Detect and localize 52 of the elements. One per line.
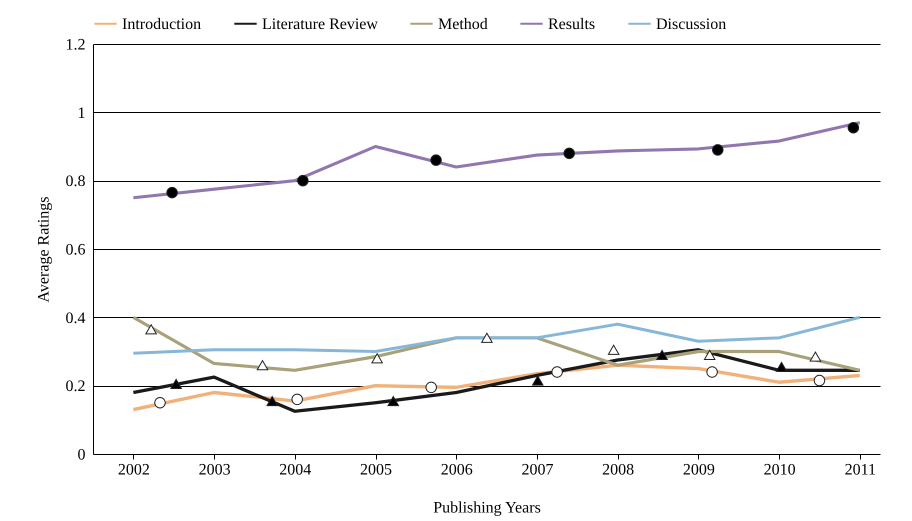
point: [814, 374, 826, 386]
point: [776, 362, 788, 372]
point: [563, 148, 575, 160]
x-tick-label: 2003: [198, 462, 231, 478]
point: [425, 382, 437, 394]
point: [551, 366, 563, 378]
point: [291, 394, 303, 406]
point: [266, 396, 278, 406]
point: [704, 350, 716, 360]
point: [170, 378, 182, 389]
point: [608, 344, 620, 355]
x-tick-label: 2009: [682, 462, 715, 478]
legend-label: Literature Review: [262, 16, 378, 33]
y-tick-label: 0.6: [66, 242, 86, 258]
legend-label: Introduction: [122, 16, 202, 33]
point: [810, 352, 822, 362]
point: [481, 332, 493, 343]
line-series: [132, 121, 862, 200]
point: [706, 366, 718, 378]
point: [297, 174, 309, 186]
line-series: [132, 348, 862, 413]
point: [256, 360, 268, 370]
x-tick-label: 2008: [602, 462, 634, 478]
point: [371, 353, 383, 364]
point: [430, 154, 442, 166]
x-axis-title: Publishing Years: [433, 500, 541, 516]
y-tick-label: 0.4: [66, 310, 86, 327]
y-tick-label: 1.2: [66, 36, 86, 54]
point: [388, 396, 400, 406]
point: [532, 376, 544, 386]
legend-label: Discussion: [656, 16, 726, 33]
legend-label: Results: [548, 16, 596, 33]
point: [154, 397, 166, 408]
x-tick-label: 2010: [764, 462, 796, 478]
point: [145, 324, 157, 334]
x-tick-label: 2004: [279, 462, 312, 478]
y-tick-label: 0.8: [66, 173, 86, 190]
y-tick-label: 1: [78, 104, 86, 122]
x-tick-label: 2002: [118, 462, 150, 478]
point: [848, 122, 860, 134]
y-tick-label: 0.2: [66, 378, 86, 396]
legend-label: Method: [438, 16, 488, 33]
y-tick-label: 0: [78, 446, 86, 464]
y-axis-title: Average Ratings: [36, 196, 52, 302]
point: [712, 144, 724, 156]
x-tick-label: 2005: [360, 462, 392, 478]
point: [166, 186, 178, 198]
x-tick-label: 2006: [440, 462, 473, 478]
x-tick-label: 2011: [844, 462, 876, 478]
x-tick-label: 2007: [521, 462, 554, 478]
point: [656, 350, 668, 360]
line-series: [132, 363, 862, 412]
